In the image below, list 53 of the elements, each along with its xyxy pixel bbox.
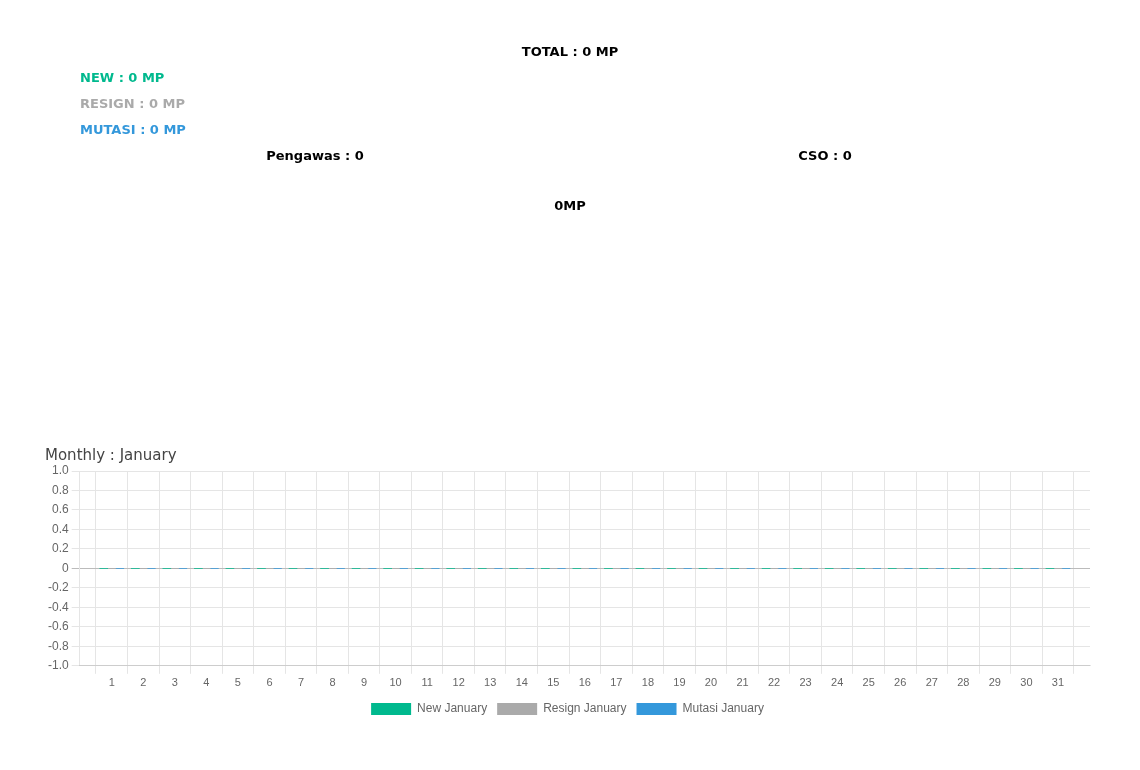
y-tick-label: 0.2 [51,541,69,556]
x-tick-label: 15 [547,676,560,689]
chart-title: Monthly : January [45,445,177,464]
y-tick-label: 1.0 [51,463,69,478]
x-tick-label: 9 [361,676,368,689]
x-tick-label: 18 [641,676,655,689]
text: CSO : 0 [798,148,852,163]
x-tick-label: 16 [578,676,591,689]
text: Pengawas : 0 [266,148,364,163]
x-tick-label: 27 [925,676,938,689]
text: 0MP [554,198,586,213]
x-tick-label: 22 [767,676,781,689]
x-tick-label: 29 [988,676,1001,689]
x-tick-label: 4 [203,676,210,689]
y-tick-label: -1.0 [47,658,69,673]
y-tick-label: -0.8 [47,638,69,653]
text: RESIGN : 0 MP [80,96,185,111]
legend-label: New January [417,701,488,716]
x-tick-label: 12 [452,676,465,689]
x-tick-label: 19 [673,676,686,689]
x-tick-label: 21 [736,676,749,689]
y-tick-label: -0.6 [47,619,69,634]
y-tick-label: 0.6 [51,502,69,517]
x-tick-label: 7 [297,676,305,689]
y-tick-label: 0.8 [51,482,69,497]
x-tick-label: 14 [515,676,528,689]
x-tick-label: 8 [329,676,336,689]
x-tick-label: 31 [1051,676,1065,689]
x-tick-label: 1 [108,676,115,689]
x-tick-label: 2 [140,676,147,689]
legend-label: Resign January [543,701,627,716]
text: TOTAL : 0 MP [521,44,619,59]
x-tick-label: 11 [421,676,433,689]
y-tick-label: 0.4 [51,521,69,536]
x-tick-label: 30 [1020,676,1033,689]
text: MUTASI : 0 MP [80,122,186,137]
x-tick-label: 20 [704,676,718,689]
legend-label: Mutasi January [682,701,764,716]
x-tick-label: 13 [484,676,497,689]
x-tick-label: 24 [831,676,844,689]
y-tick-label: 0 [61,560,69,575]
x-tick-label: 6 [266,676,273,689]
text: NEW : 0 MP [80,70,165,85]
x-tick-label: 5 [234,676,241,689]
x-tick-label: 28 [957,676,970,689]
y-tick-label: -0.4 [47,599,69,614]
x-tick-label: 26 [894,676,907,689]
x-tick-label: 25 [862,676,875,689]
y-tick-label: -0.2 [47,580,69,595]
x-tick-label: 10 [389,676,402,689]
x-tick-label: 17 [610,676,623,689]
x-tick-label: 3 [171,676,178,689]
x-tick-label: 23 [799,676,812,689]
